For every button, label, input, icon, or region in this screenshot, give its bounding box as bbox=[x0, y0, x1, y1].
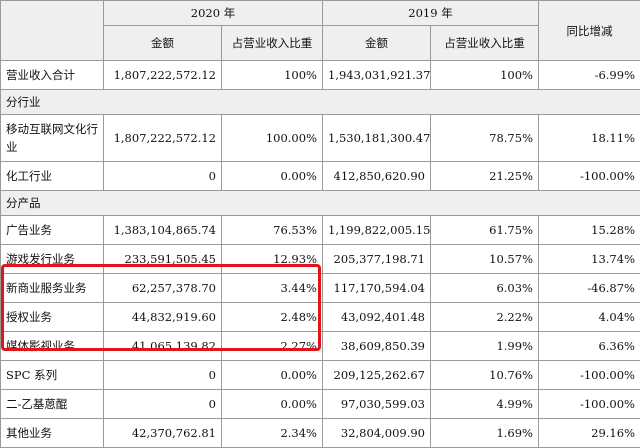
ratio-2019: 61.75% bbox=[431, 216, 539, 245]
ratio-2020: 0.00% bbox=[222, 162, 323, 191]
amount-2020: 233,591,505.45 bbox=[104, 245, 222, 274]
ratio-2019: 4.99% bbox=[431, 390, 539, 419]
ratio-2020: 100% bbox=[222, 61, 323, 90]
ratio-2020: 100.00% bbox=[222, 115, 323, 162]
ratio-2020: 2.48% bbox=[222, 303, 323, 332]
table-row: 广告业务 1,383,104,865.74 76.53% 1,199,822,0… bbox=[1, 216, 640, 245]
amount-2019: 32,804,009.90 bbox=[323, 419, 431, 448]
yoy-change: 29.16% bbox=[539, 419, 640, 448]
yoy-change: -100.00% bbox=[539, 162, 640, 191]
amount-2020: 0 bbox=[104, 162, 222, 191]
header-2019: 2019 年 bbox=[323, 1, 539, 26]
amount-2019: 1,199,822,005.15 bbox=[323, 216, 431, 245]
section-row-product: 分产品 bbox=[1, 191, 640, 216]
yoy-change: 15.28% bbox=[539, 216, 640, 245]
header-amount-2020: 金额 bbox=[104, 26, 222, 61]
ratio-2020: 0.00% bbox=[222, 390, 323, 419]
section-row-industry: 分行业 bbox=[1, 90, 640, 115]
amount-2019: 1,530,181,300.47 bbox=[323, 115, 431, 162]
amount-2019: 205,377,198.71 bbox=[323, 245, 431, 274]
amount-2020: 1,807,222,572.12 bbox=[104, 61, 222, 90]
amount-2020: 62,257,378.70 bbox=[104, 274, 222, 303]
yoy-change: 6.36% bbox=[539, 332, 640, 361]
row-label: SPC 系列 bbox=[1, 361, 104, 390]
header-ratio-2019: 占营业收入比重 bbox=[431, 26, 539, 61]
amount-2019: 97,030,599.03 bbox=[323, 390, 431, 419]
row-label: 广告业务 bbox=[1, 216, 104, 245]
header-2020: 2020 年 bbox=[104, 1, 323, 26]
section-label: 分产品 bbox=[1, 191, 640, 216]
header-yoy: 同比增减 bbox=[539, 1, 640, 61]
ratio-2019: 2.22% bbox=[431, 303, 539, 332]
ratio-2019: 1.99% bbox=[431, 332, 539, 361]
ratio-2020: 0.00% bbox=[222, 361, 323, 390]
amount-2019: 1,943,031,921.37 bbox=[323, 61, 431, 90]
header-blank bbox=[1, 1, 104, 61]
ratio-2019: 78.75% bbox=[431, 115, 539, 162]
table-row: 游戏发行业务 233,591,505.45 12.93% 205,377,198… bbox=[1, 245, 640, 274]
amount-2019: 117,170,594.04 bbox=[323, 274, 431, 303]
total-row: 营业收入合计 1,807,222,572.12 100% 1,943,031,9… bbox=[1, 61, 640, 90]
ratio-2020: 2.27% bbox=[222, 332, 323, 361]
amount-2020: 1,383,104,865.74 bbox=[104, 216, 222, 245]
yoy-change: 4.04% bbox=[539, 303, 640, 332]
ratio-2020: 76.53% bbox=[222, 216, 323, 245]
ratio-2019: 10.57% bbox=[431, 245, 539, 274]
ratio-2019: 1.69% bbox=[431, 419, 539, 448]
amount-2019: 209,125,262.67 bbox=[323, 361, 431, 390]
amount-2020: 44,832,919.60 bbox=[104, 303, 222, 332]
yoy-change: 18.11% bbox=[539, 115, 640, 162]
section-label: 分行业 bbox=[1, 90, 640, 115]
yoy-change: 13.74% bbox=[539, 245, 640, 274]
row-label: 二-乙基蒽醌 bbox=[1, 390, 104, 419]
ratio-2020: 12.93% bbox=[222, 245, 323, 274]
table-row: 媒体影视业务 41,065,139.82 2.27% 38,609,850.39… bbox=[1, 332, 640, 361]
table-row: 二-乙基蒽醌 0 0.00% 97,030,599.03 4.99% -100.… bbox=[1, 390, 640, 419]
amount-2019: 43,092,401.48 bbox=[323, 303, 431, 332]
ratio-2019: 100% bbox=[431, 61, 539, 90]
ratio-2019: 10.76% bbox=[431, 361, 539, 390]
amount-2020: 1,807,222,572.12 bbox=[104, 115, 222, 162]
row-label: 移动互联网文化行业 bbox=[1, 115, 104, 162]
row-label: 其他业务 bbox=[1, 419, 104, 448]
table-row: 其他业务 42,370,762.81 2.34% 32,804,009.90 1… bbox=[1, 419, 640, 448]
yoy-change: -100.00% bbox=[539, 361, 640, 390]
ratio-2020: 2.34% bbox=[222, 419, 323, 448]
table-row: 新商业服务业务 62,257,378.70 3.44% 117,170,594.… bbox=[1, 274, 640, 303]
table-row: SPC 系列 0 0.00% 209,125,262.67 10.76% -10… bbox=[1, 361, 640, 390]
row-label: 授权业务 bbox=[1, 303, 104, 332]
row-label: 媒体影视业务 bbox=[1, 332, 104, 361]
yoy-change: -6.99% bbox=[539, 61, 640, 90]
header-row-years: 2020 年 2019 年 同比增减 bbox=[1, 1, 640, 26]
row-label: 营业收入合计 bbox=[1, 61, 104, 90]
row-label: 新商业服务业务 bbox=[1, 274, 104, 303]
amount-2020: 41,065,139.82 bbox=[104, 332, 222, 361]
amount-2019: 412,850,620.90 bbox=[323, 162, 431, 191]
row-label: 化工行业 bbox=[1, 162, 104, 191]
amount-2020: 42,370,762.81 bbox=[104, 419, 222, 448]
header-ratio-2020: 占营业收入比重 bbox=[222, 26, 323, 61]
ratio-2019: 6.03% bbox=[431, 274, 539, 303]
table-row: 移动互联网文化行业 1,807,222,572.12 100.00% 1,530… bbox=[1, 115, 640, 162]
table-row: 授权业务 44,832,919.60 2.48% 43,092,401.48 2… bbox=[1, 303, 640, 332]
amount-2020: 0 bbox=[104, 361, 222, 390]
table-row: 化工行业 0 0.00% 412,850,620.90 21.25% -100.… bbox=[1, 162, 640, 191]
header-amount-2019: 金额 bbox=[323, 26, 431, 61]
ratio-2020: 3.44% bbox=[222, 274, 323, 303]
yoy-change: -46.87% bbox=[539, 274, 640, 303]
yoy-change: -100.00% bbox=[539, 390, 640, 419]
amount-2019: 38,609,850.39 bbox=[323, 332, 431, 361]
amount-2020: 0 bbox=[104, 390, 222, 419]
ratio-2019: 21.25% bbox=[431, 162, 539, 191]
row-label: 游戏发行业务 bbox=[1, 245, 104, 274]
